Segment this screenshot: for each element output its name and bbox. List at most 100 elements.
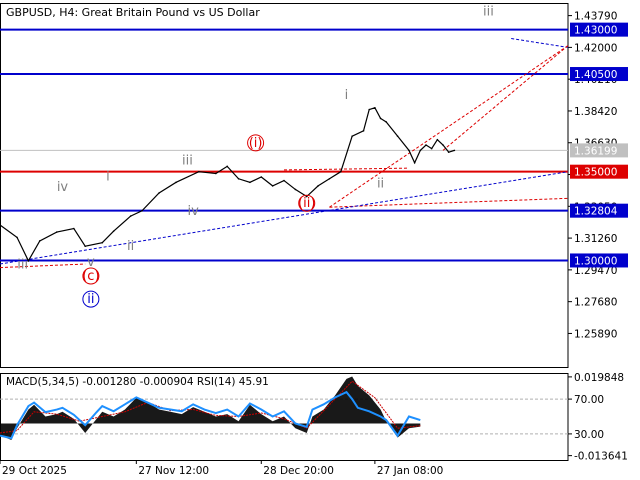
price-point <box>305 195 308 198</box>
price-point <box>379 117 382 120</box>
price-point <box>328 177 331 180</box>
level-tag <box>570 164 628 179</box>
wave-label: v <box>87 255 95 270</box>
wave-label: ii <box>87 292 94 307</box>
price-point <box>283 179 285 182</box>
x-tick-label: 27 Jan 08:00 <box>377 465 443 477</box>
forecast-line <box>329 197 569 208</box>
macd-signal-line <box>0 380 421 434</box>
price-point <box>442 144 444 146</box>
price-point <box>430 147 433 150</box>
indicator-y-label: 0.019848 <box>574 372 624 384</box>
forecast-line <box>0 171 569 265</box>
indicator-y-label: -0.013641 <box>574 451 628 463</box>
y-tick-label: 1.25890 <box>574 328 617 340</box>
price-point <box>368 108 371 111</box>
macd-histogram <box>0 376 421 441</box>
wave-label: ii <box>377 177 384 192</box>
forecast-line <box>0 263 86 269</box>
price-point <box>413 162 416 164</box>
price-series-line <box>0 107 455 263</box>
price-point <box>447 151 450 153</box>
y-tick-label: 1.42000 <box>574 42 617 54</box>
wave-label: iii <box>483 4 494 19</box>
wave-label: i <box>106 170 110 185</box>
wave-label: iii <box>17 257 28 272</box>
price-point <box>158 192 160 194</box>
price-point <box>0 224 1 226</box>
price-point <box>294 188 297 191</box>
forecast-line <box>511 38 569 48</box>
price-point <box>408 149 410 152</box>
price-point <box>38 240 41 242</box>
price-point <box>215 172 217 175</box>
wave-label-circle <box>82 290 100 308</box>
current-price-tag <box>570 143 628 158</box>
level-label: 1.30000 <box>574 255 617 267</box>
price-point <box>129 215 132 217</box>
forecast-line <box>442 45 569 151</box>
price-point <box>317 185 319 187</box>
price-point <box>396 135 399 137</box>
price-point <box>436 138 439 141</box>
indicator-frame <box>0 373 569 461</box>
level-tag <box>570 67 628 82</box>
price-point <box>419 149 422 152</box>
price-point <box>141 209 143 212</box>
level-tag <box>570 253 628 268</box>
wave-label: (c) <box>82 269 99 284</box>
y-tick-label: 1.27680 <box>574 297 617 309</box>
price-point <box>16 236 18 239</box>
price-point <box>260 176 263 178</box>
wave-label: iv <box>187 204 199 219</box>
level-tag <box>570 22 628 37</box>
price-point <box>226 165 228 168</box>
price-point <box>84 245 86 248</box>
wave-label: ii <box>127 239 134 254</box>
level-label: 1.40500 <box>574 69 617 81</box>
price-point <box>351 135 353 137</box>
wave-label-circle <box>247 134 265 152</box>
price-point <box>271 185 274 187</box>
y-tick-label: 1.29470 <box>574 265 617 277</box>
price-point <box>340 170 342 173</box>
price-point <box>27 260 30 262</box>
forecast-line <box>329 45 569 208</box>
price-point <box>425 144 427 146</box>
indicator-pane: MACD(5,34,5) -0.001280 -0.000904 RSI(14)… <box>0 372 628 463</box>
wave-label: i <box>345 88 349 103</box>
level-tag <box>570 203 628 218</box>
level-label: 1.35000 <box>574 167 617 179</box>
current-price-label: 1.36199 <box>574 145 617 157</box>
y-tick-label: 1.38420 <box>574 106 617 118</box>
indicator-y-label: 70.00 <box>574 394 604 406</box>
price-point <box>237 177 240 180</box>
wave-label-circle <box>298 194 316 212</box>
forecast-line <box>283 167 409 171</box>
y-tick-label: 1.43790 <box>574 11 617 23</box>
indicator-y-label: 30.00 <box>574 429 604 441</box>
price-point <box>175 181 177 184</box>
price-pane: 1.437901.420001.402101.384201.366301.348… <box>0 3 628 368</box>
wave-label: iii <box>182 154 193 169</box>
level-label: 1.43000 <box>574 25 617 37</box>
indicator-title: MACD(5,34,5) -0.001280 -0.000904 RSI(14)… <box>6 376 269 388</box>
price-point <box>56 231 58 233</box>
x-tick-label: 28 Dec 20:00 <box>263 465 334 477</box>
price-point <box>453 149 456 152</box>
price-point <box>374 106 376 109</box>
price-point <box>198 170 200 173</box>
y-tick-label: 1.31260 <box>574 233 617 245</box>
x-tick-label: 27 Nov 12:00 <box>138 465 209 477</box>
chart-title: GBPUSD, H4: Great Britain Pound vs US Do… <box>6 6 260 19</box>
price-point <box>385 121 388 123</box>
wave-label: iv <box>57 180 69 195</box>
price-point <box>249 181 251 184</box>
time-axis: 29 Oct 2025 27 Nov 12:00 28 Dec 20:00 27 Ja… <box>0 460 443 477</box>
price-point <box>112 230 115 232</box>
level-label: 1.32804 <box>574 206 618 218</box>
wave-label: (ii) <box>298 196 315 211</box>
x-tick-label: 29 Oct 2025 <box>2 465 67 477</box>
price-frame <box>0 3 569 368</box>
